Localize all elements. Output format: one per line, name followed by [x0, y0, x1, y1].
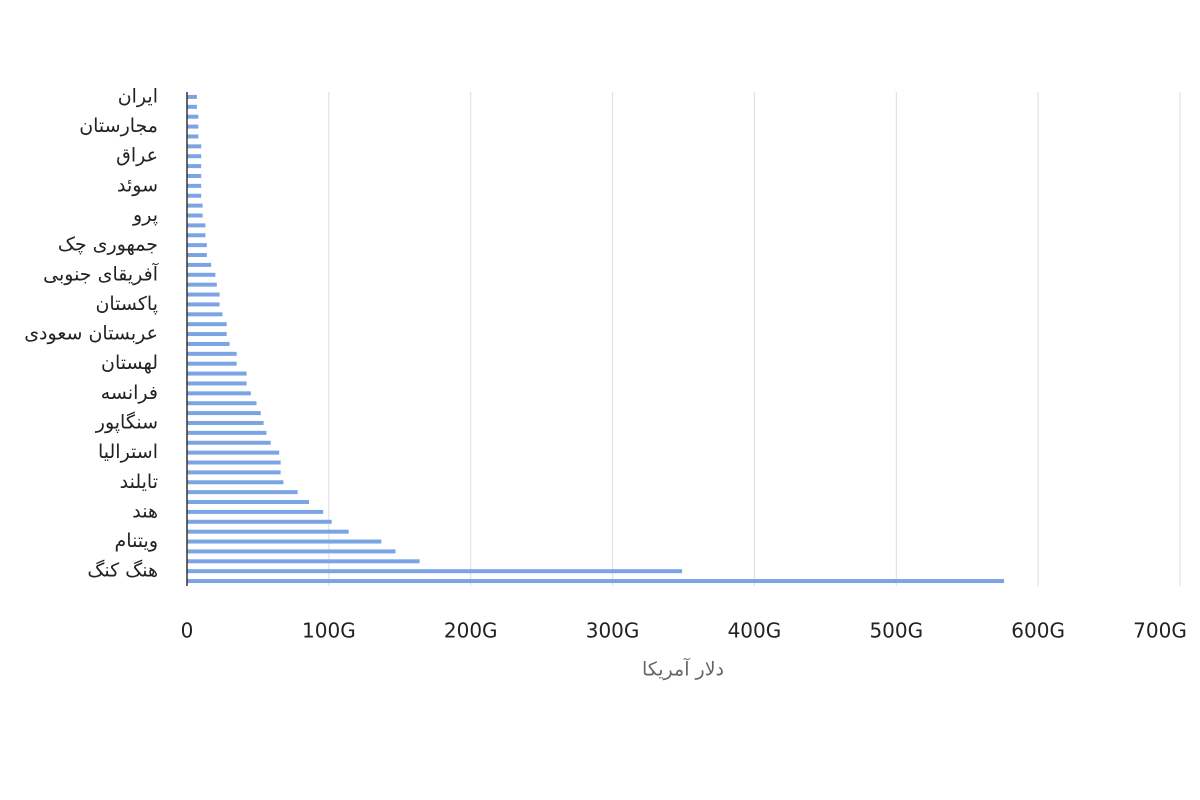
bar — [187, 233, 206, 238]
bar — [187, 440, 271, 445]
x-tick-label: 200G — [444, 619, 498, 643]
x-tick-label: 300G — [586, 619, 640, 643]
bar — [187, 144, 202, 149]
bar — [187, 509, 324, 514]
bar — [187, 490, 298, 495]
x-tick-label: 600G — [1011, 619, 1065, 643]
bar — [187, 302, 220, 307]
bar — [187, 549, 396, 554]
bar — [187, 341, 230, 346]
bar — [187, 193, 202, 198]
bar — [187, 134, 199, 139]
bar — [187, 114, 199, 119]
bar — [187, 124, 199, 129]
bar — [187, 519, 332, 524]
bar — [187, 173, 202, 178]
y-tick-label: عراق — [116, 145, 158, 167]
y-tick-label: تایلند — [120, 471, 158, 493]
bar — [187, 282, 217, 287]
bar — [187, 332, 227, 337]
bar — [187, 322, 227, 327]
bar — [187, 262, 212, 267]
bar — [187, 371, 247, 376]
x-axis-title: دلار آمریکا — [642, 657, 724, 681]
y-tick-label: فرانسه — [101, 382, 158, 404]
bar — [187, 450, 280, 455]
bar — [187, 361, 237, 366]
bar — [187, 223, 206, 228]
x-tick-label: 100G — [302, 619, 356, 643]
y-tick-label: استرالیا — [98, 441, 158, 463]
y-tick-label: عربستان سعودی — [24, 323, 158, 345]
bar — [187, 559, 420, 564]
bar — [187, 183, 202, 188]
bar — [187, 500, 309, 505]
y-tick-label: مجارستان — [79, 115, 158, 137]
y-tick-label: سنگاپور — [95, 410, 158, 433]
bar — [187, 104, 197, 109]
y-tick-label: سوئد — [117, 174, 158, 196]
bar — [187, 203, 203, 208]
bar — [187, 312, 223, 317]
bar — [187, 154, 202, 159]
bar — [187, 569, 683, 574]
bar — [187, 420, 264, 425]
x-tick-label: 500G — [869, 619, 923, 643]
y-tick-label: لهستان — [101, 352, 158, 374]
bar — [187, 164, 202, 169]
bar — [187, 253, 207, 258]
y-tick-label: پاکستان — [95, 293, 158, 315]
bar — [187, 94, 197, 99]
bar — [187, 430, 267, 435]
y-tick-label: هند — [132, 500, 158, 522]
bar — [187, 243, 207, 248]
bar — [187, 411, 261, 416]
y-tick-label: آفریقای جنوبی — [43, 261, 159, 285]
y-tick-label: پرو — [132, 204, 158, 226]
x-tick-label: 700G — [1133, 619, 1187, 643]
x-tick-label: 400G — [728, 619, 782, 643]
bar — [187, 480, 284, 485]
bar — [187, 460, 281, 465]
bar — [187, 292, 220, 297]
bar — [187, 391, 251, 396]
y-tick-label: هنگ کنگ — [87, 560, 158, 582]
y-tick-label: ویتنام — [115, 530, 158, 552]
bar — [187, 381, 247, 386]
bar — [187, 213, 203, 218]
x-tick-label: 0 — [181, 619, 194, 643]
bar — [187, 401, 257, 406]
y-tick-label: جمهوری چک — [58, 234, 158, 256]
y-tick-label: ایران — [118, 85, 158, 107]
bar — [187, 529, 349, 534]
bar — [187, 579, 1005, 584]
bar — [187, 272, 216, 277]
bar — [187, 351, 237, 356]
bar — [187, 539, 382, 544]
bar — [187, 470, 281, 475]
